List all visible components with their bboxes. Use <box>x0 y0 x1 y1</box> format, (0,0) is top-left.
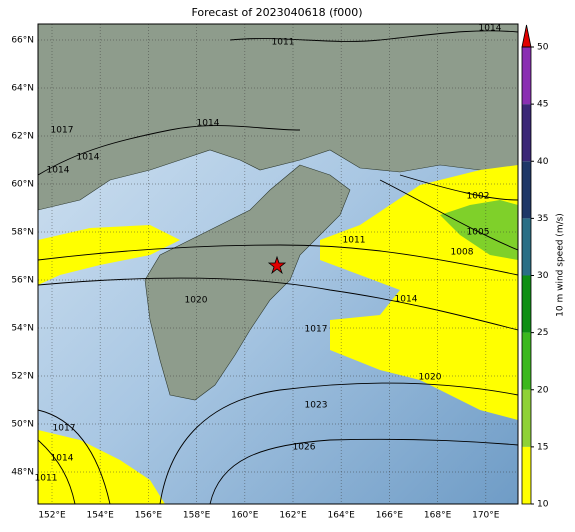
contour-label: 1011 <box>272 38 295 48</box>
colorbar-tick-label: 50 <box>537 43 549 53</box>
star-marker <box>267 255 287 275</box>
isobar <box>38 244 518 276</box>
colorbar-tick-label: 30 <box>537 271 549 281</box>
contour-label: 1020 <box>185 296 208 306</box>
lon-label: 170°E <box>472 511 500 521</box>
isobar <box>38 277 518 331</box>
contour-label: 1017 <box>305 325 328 335</box>
contour-label: 1017 <box>51 126 74 136</box>
contour-label: 1008 <box>451 248 474 258</box>
contour-label: 1014 <box>47 166 70 176</box>
colorbar-tick-label: 25 <box>537 328 548 338</box>
contour-label: 1020 <box>419 373 442 383</box>
contour-label: 1014 <box>197 119 220 129</box>
lat-label: 54°N <box>11 324 34 334</box>
colorbar-bin <box>522 161 531 219</box>
lat-label: 50°N <box>11 420 34 430</box>
lat-label: 48°N <box>11 468 34 478</box>
wind-area <box>440 200 518 260</box>
colorbar-tick-label: 40 <box>537 157 549 167</box>
map-frame <box>37 23 519 505</box>
lat-label: 52°N <box>11 372 34 382</box>
colorbar-tick-label: 45 <box>537 100 548 110</box>
title: Forecast of 2023040618 (f000) <box>191 6 362 19</box>
contour-label: 1017 <box>53 424 76 434</box>
isobar <box>229 30 518 42</box>
colorbar-tick-label: 20 <box>537 385 549 395</box>
isobar <box>38 125 301 176</box>
contour-label: 1026 <box>293 443 316 453</box>
contour-label: 1011 <box>343 236 366 246</box>
lon-label: 166°E <box>376 511 404 521</box>
lon-label: 152°E <box>38 511 66 521</box>
lat-label: 60°N <box>11 180 34 190</box>
colorbar-bin <box>522 218 531 276</box>
lon-label: 158°E <box>183 511 211 521</box>
contour-label: 1014 <box>395 295 418 305</box>
colorbar-bin <box>522 389 531 447</box>
colorbar-bin <box>522 104 531 162</box>
contour-label: 1014 <box>479 24 502 34</box>
isobar <box>399 174 518 201</box>
lon-label: 162°E <box>279 511 307 521</box>
colorbar-label: 10 m wind speed (m/s) <box>556 213 566 317</box>
colorbar-extend <box>521 24 532 48</box>
wind-area <box>38 225 180 285</box>
lon-label: 164°E <box>328 511 356 521</box>
colorbar-tick-label: 15 <box>537 442 548 452</box>
lat-label: 56°N <box>11 276 34 286</box>
contour-labels: 1011 1014 1014 1017 1014 1014 1002 1005 … <box>35 24 502 484</box>
contour-label: 1014 <box>77 153 100 163</box>
colorbar-bin <box>522 332 531 390</box>
lon-label: 168°E <box>424 511 452 521</box>
lon-label: 160°E <box>231 511 259 521</box>
contour-label: 1011 <box>35 474 58 484</box>
lon-label: 156°E <box>135 511 163 521</box>
contour-label: 1023 <box>305 401 328 411</box>
colorbar-bin <box>522 446 531 504</box>
colorbar-tick-label: 35 <box>537 214 548 224</box>
contour-label: 1014 <box>51 454 74 464</box>
lon-label: 154°E <box>87 511 115 521</box>
colorbar-bin <box>522 47 531 105</box>
kamchatka <box>144 164 351 401</box>
lat-label: 66°N <box>11 36 34 46</box>
contour-label: 1002 <box>467 192 490 202</box>
isobar <box>379 179 518 251</box>
colorbar-tick-label: 10 <box>537 500 549 510</box>
isobar <box>38 409 111 504</box>
isobar <box>159 382 518 504</box>
lat-label: 64°N <box>11 84 34 94</box>
map <box>38 24 518 504</box>
lat-label: 58°N <box>11 228 34 238</box>
colorbar: 10 15 20 25 30 35 40 45 50 <box>521 24 549 510</box>
contour-label: 1005 <box>467 228 490 238</box>
isobar <box>38 439 76 504</box>
graticule <box>38 24 518 504</box>
isobar <box>209 438 518 504</box>
colorbar-bin <box>522 275 531 333</box>
lat-label: 62°N <box>11 132 34 142</box>
